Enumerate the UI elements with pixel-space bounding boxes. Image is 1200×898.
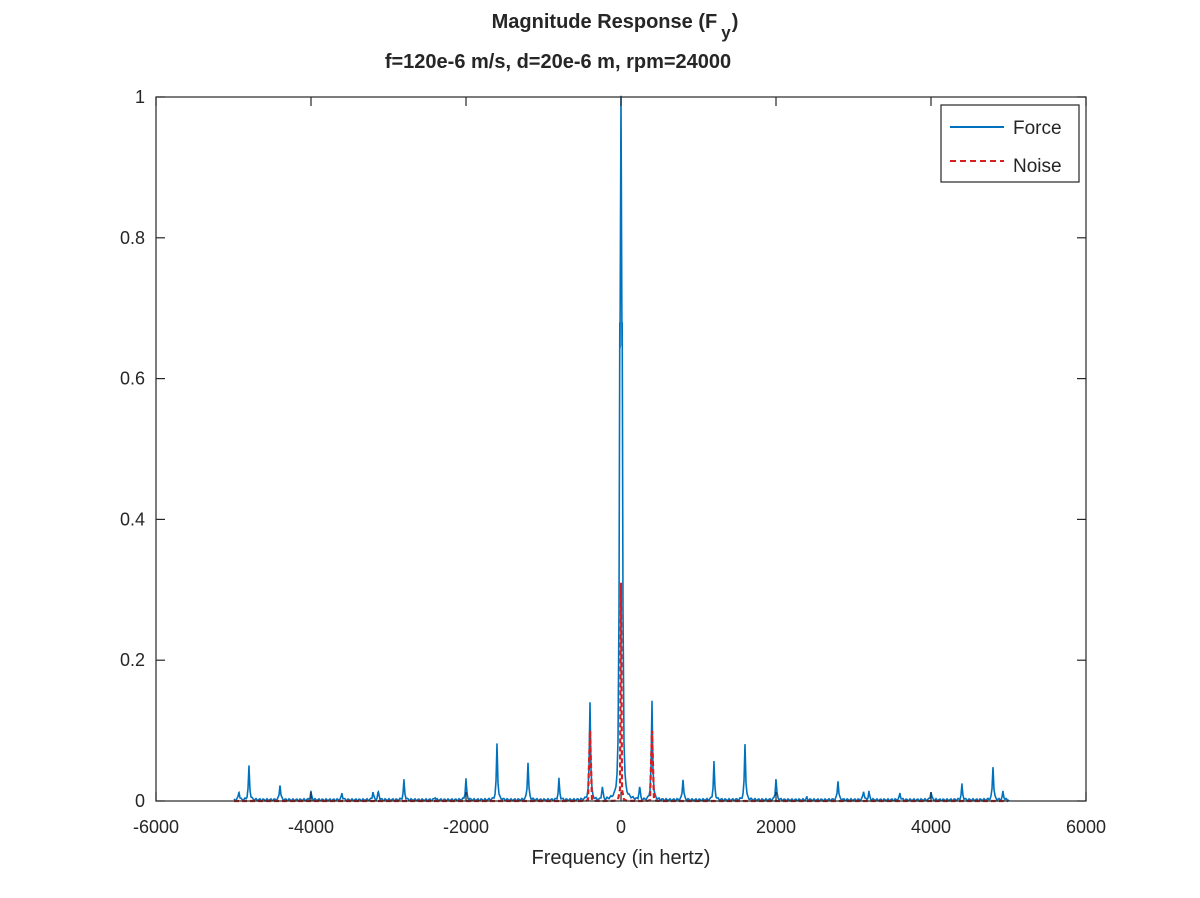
- x-tick-label: 6000: [1066, 817, 1106, 837]
- chart-title-close: ): [732, 11, 739, 33]
- x-tick-label: -6000: [133, 817, 179, 837]
- y-tick-label: 0.4: [120, 509, 145, 529]
- y-tick-label: 0: [135, 791, 145, 811]
- x-tick-label: -4000: [288, 817, 334, 837]
- y-tick-label: 1: [135, 87, 145, 107]
- chart-subtitle: f=120e-6 m/s, d=20e-6 m, rpm=24000: [385, 51, 731, 73]
- legend-noise-label: Noise: [1013, 156, 1062, 177]
- x-tick-label: 0: [616, 817, 626, 837]
- y-tick-label: 0.8: [120, 228, 145, 248]
- x-tick-label: 2000: [756, 817, 796, 837]
- legend-force-label: Force: [1013, 118, 1062, 139]
- legend-box: [940, 104, 1080, 183]
- x-tick-label: 4000: [911, 817, 951, 837]
- y-tick-label: 0.2: [120, 650, 145, 670]
- ticks-layer: -6000 -4000 -2000 0 2000 4000 6000 0 0.2 0.4 0.6 0.…: [120, 87, 1106, 837]
- y-tick-label: 0.6: [120, 369, 145, 389]
- chart-title-subscript: y: [721, 23, 731, 42]
- chart-title-main: Magnitude Response (F: [492, 11, 718, 33]
- x-axis-label: Frequency (in hertz): [532, 847, 711, 869]
- x-tick-label: -2000: [443, 817, 489, 837]
- legend: Force Noise: [940, 104, 1080, 183]
- chart-title: Magnitude Response (F y): [492, 11, 739, 42]
